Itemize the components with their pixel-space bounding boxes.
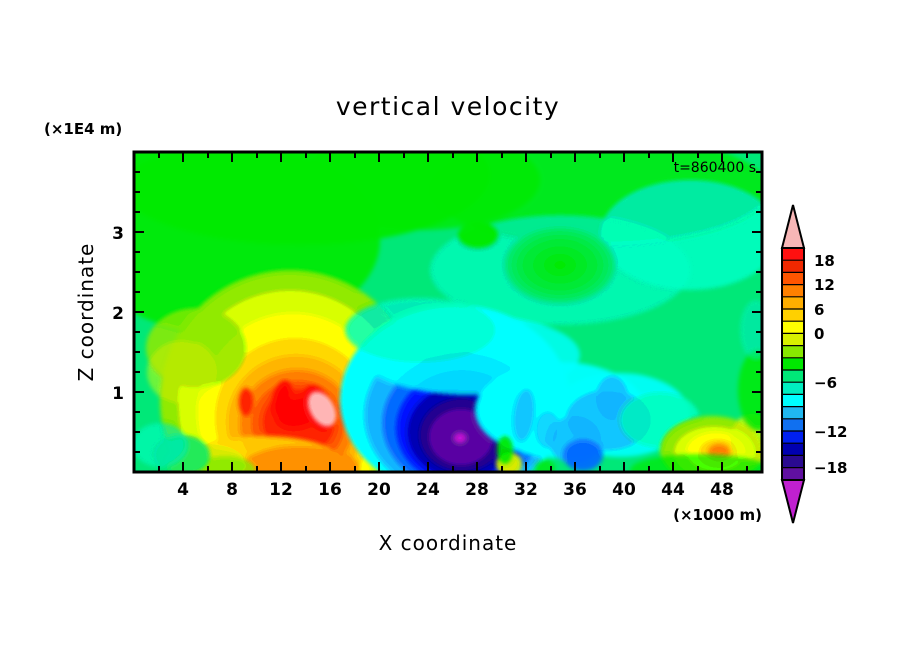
- colorbar-separators: [782, 259, 804, 469]
- contour-field: [134, 152, 762, 472]
- x-tick-label: 40: [612, 480, 636, 500]
- x-axis-title: X coordinate: [379, 531, 518, 555]
- x-tick-label: 28: [465, 480, 489, 500]
- y-axis-title: Z coordinate: [74, 243, 98, 382]
- y-tick-label: 2: [112, 304, 124, 324]
- time-annotation: t=860400 s: [674, 160, 756, 176]
- colorbar-tick-label: 0: [814, 325, 824, 343]
- field-bands: [134, 152, 762, 472]
- x-tick-label: 32: [514, 480, 538, 500]
- y-axis-units: (×1E4 m): [44, 120, 122, 138]
- x-tick-label: 4: [177, 480, 189, 500]
- colorbar-tick-label: −12: [814, 423, 847, 441]
- colorbar-bands: [782, 248, 804, 480]
- y-axis-ticks: [134, 171, 762, 453]
- x-axis-units: (×1000 m): [673, 506, 762, 524]
- x-tick-label: 48: [710, 480, 734, 500]
- x-tick-label: 16: [318, 480, 342, 500]
- colorbar-tick-label: −18: [814, 459, 847, 477]
- contour-plot-panel: t=860400 s: [112, 150, 764, 500]
- colorbar-tick-label: −6: [814, 374, 837, 392]
- page-title: vertical velocity: [336, 92, 560, 121]
- y-tick-label: 1: [112, 384, 124, 404]
- x-tick-label: 44: [661, 480, 685, 500]
- colorbar-tick-labels: 18 12 6 0 −6 −12 −18: [814, 252, 847, 477]
- x-tick-label: 24: [416, 480, 440, 500]
- colorbar-tick-label: 12: [814, 276, 835, 294]
- y-axis-tick-labels: 1 2 3: [112, 224, 124, 404]
- colorbar-outline: [781, 247, 805, 481]
- colorbar[interactable]: 18 12 6 0 −6 −12 −18: [780, 204, 847, 524]
- colorbar-under-arrow: [780, 479, 806, 524]
- x-axis-ticks: [158, 152, 748, 472]
- colorbar-over-arrow: [780, 204, 806, 249]
- colorbar-tick-label: 6: [814, 301, 824, 319]
- y-tick-label: 3: [112, 224, 124, 244]
- x-tick-label: 20: [367, 480, 391, 500]
- x-axis-tick-labels: 4 8 12 16 20 24 28 32 36 40 44 48: [177, 480, 734, 500]
- x-tick-label: 12: [269, 480, 293, 500]
- colorbar-tick-label: 18: [814, 252, 835, 270]
- x-tick-label: 36: [563, 480, 587, 500]
- x-tick-label: 8: [226, 480, 238, 500]
